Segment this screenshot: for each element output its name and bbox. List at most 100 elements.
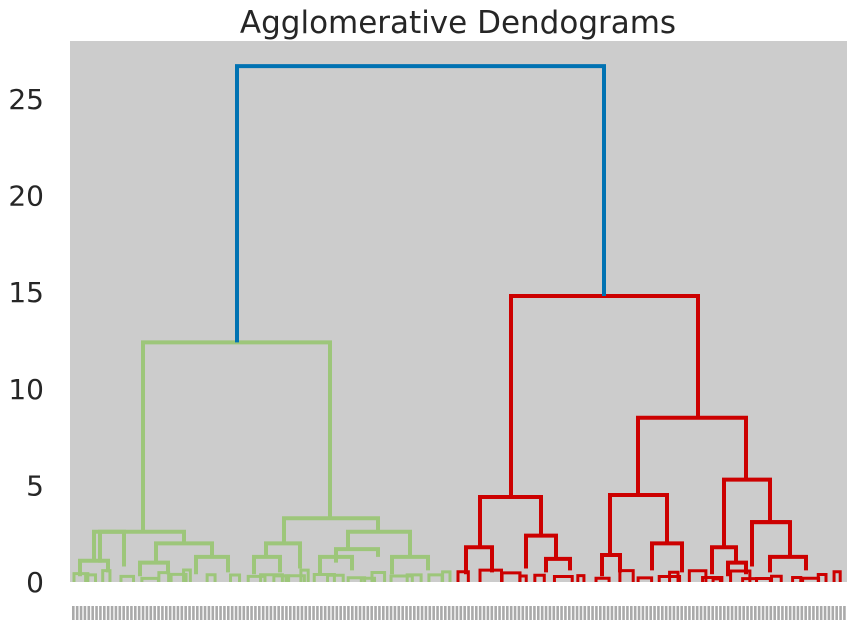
leaf-label	[506, 606, 509, 620]
leaf-label	[843, 606, 846, 620]
leaf-merge-link	[157, 571, 171, 582]
dendrogram-link	[524, 533, 558, 569]
leaf-label	[676, 606, 680, 620]
leaf-label	[486, 606, 490, 620]
leaf-label	[804, 606, 807, 620]
leaf-label	[471, 606, 474, 620]
leaf-label	[258, 606, 261, 620]
dendrogram-link	[138, 560, 170, 577]
leaf-label	[83, 606, 87, 620]
leaf-label	[583, 606, 587, 620]
leaf-label	[95, 606, 98, 620]
leaf-merge-link	[441, 570, 452, 582]
leaf-label	[420, 606, 424, 620]
leaf-label	[75, 606, 79, 620]
leaf-label	[719, 606, 722, 620]
leaf-label	[362, 606, 366, 620]
leaf-label	[835, 606, 838, 620]
leaf-merge-link	[533, 573, 546, 582]
leaf-label	[343, 606, 346, 620]
leaf-label	[265, 606, 269, 620]
leaf-label	[238, 606, 242, 620]
leaf-label	[72, 606, 75, 620]
leaf-merge-link	[299, 568, 310, 582]
leaf-label	[242, 606, 246, 620]
leaf-label	[331, 606, 335, 620]
leaf-label	[440, 606, 443, 620]
leaf-label	[436, 606, 439, 620]
leaf-label	[397, 606, 401, 620]
leaf-label	[734, 606, 738, 620]
leaf-label	[409, 606, 412, 620]
leaf-label	[285, 606, 288, 620]
leaf-merge-link	[272, 574, 291, 582]
leaf-label	[672, 606, 676, 620]
leaf-label	[145, 606, 149, 620]
leaf-label	[544, 606, 548, 620]
leaf-merge-link	[456, 570, 470, 582]
leaf-label	[106, 606, 110, 620]
dendrogram-link	[509, 294, 700, 497]
leaf-label	[657, 606, 660, 620]
leaf-label	[300, 606, 304, 620]
leaf-merge-link	[389, 574, 414, 582]
leaf-label	[134, 606, 137, 620]
leaf-label	[490, 606, 494, 620]
leaf-label	[347, 606, 350, 620]
y-tick-label: 10	[8, 373, 44, 406]
leaf-merge-link	[816, 572, 828, 582]
leaf-merge-link	[346, 576, 367, 582]
leaf-label	[165, 606, 168, 620]
leaf-label	[816, 606, 819, 620]
leaf-label	[513, 606, 517, 620]
leaf-label	[823, 606, 827, 620]
leaf-label	[327, 606, 331, 620]
leaf-label	[87, 606, 91, 620]
leaf-label	[196, 606, 199, 620]
leaf-label	[223, 606, 226, 620]
leaf-label	[118, 606, 122, 620]
leaf-merge-link	[370, 571, 387, 582]
leaf-label	[281, 606, 284, 620]
leaf-label	[289, 606, 292, 620]
leaf-label	[575, 606, 579, 620]
leaf-merge-link	[791, 576, 803, 582]
leaf-label	[757, 606, 761, 620]
leaf-label	[630, 606, 633, 620]
leaf-label	[230, 606, 234, 620]
leaf-merge-link	[618, 569, 635, 582]
leaf-label	[707, 606, 711, 620]
leaf-label	[358, 606, 362, 620]
leaf-label	[494, 606, 497, 620]
leaf-label	[571, 606, 575, 620]
leaf-label	[688, 606, 691, 620]
leaf-label	[614, 606, 618, 620]
leaf-label	[649, 606, 652, 620]
leaf-label	[525, 606, 528, 620]
leaf-label	[459, 606, 463, 620]
dendrogram-link	[334, 547, 380, 563]
leaf-merge-link	[405, 573, 423, 582]
leaf-label	[831, 606, 835, 620]
leaf-label	[517, 606, 521, 620]
leaf-label	[595, 606, 598, 620]
leaf-label	[591, 606, 594, 620]
leaf-label	[661, 606, 664, 620]
leaf-merge-link	[594, 576, 611, 582]
leaf-label	[579, 606, 583, 620]
leaf-label	[126, 606, 129, 620]
leaf-label	[176, 606, 180, 620]
leaf-label	[137, 606, 141, 620]
leaf-merge-link	[229, 573, 242, 582]
leaf-label	[684, 606, 687, 620]
leaf-label	[680, 606, 683, 620]
leaf-label	[653, 606, 656, 620]
leaf-label	[416, 606, 420, 620]
leaf-label	[211, 606, 215, 620]
leaf-label	[203, 606, 207, 620]
leaf-label	[800, 606, 804, 620]
leaf-label	[393, 606, 397, 620]
leaf-label	[781, 606, 784, 620]
leaf-label	[746, 606, 749, 620]
leaf-label	[447, 606, 451, 620]
